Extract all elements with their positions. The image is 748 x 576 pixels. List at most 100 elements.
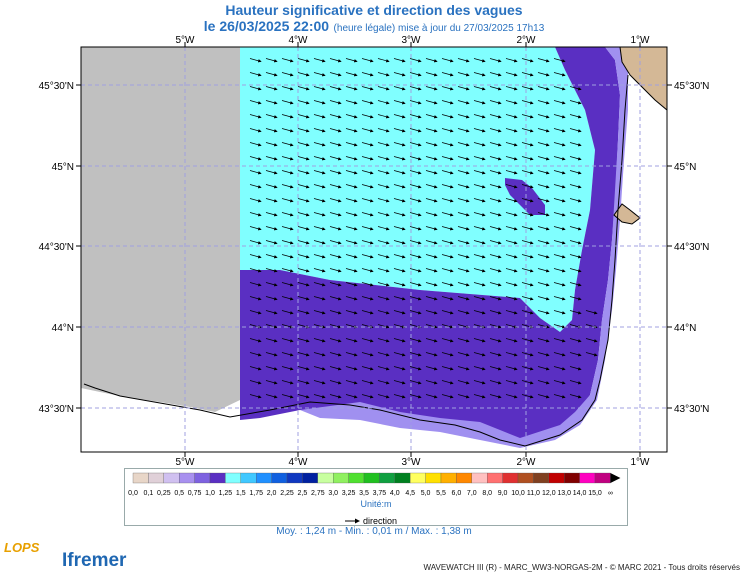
direction-arrow: [489, 100, 502, 105]
lops-logo: LOPS: [4, 540, 40, 555]
direction-arrow: [281, 170, 294, 175]
direction-arrow: [505, 282, 518, 287]
direction-arrow: [553, 394, 566, 399]
direction-arrow: [249, 380, 262, 385]
direction-arrow: [265, 128, 278, 133]
direction-arrow: [361, 282, 374, 287]
color-legend: 0,0 0,1 0,25 0,5 0,75 1,0 1,25 1,5 1,75 2,0 2,25 2,…: [124, 468, 628, 526]
direction-arrow: [345, 254, 358, 259]
direction-arrow: [489, 296, 502, 301]
legend-swatch: [533, 472, 549, 484]
legend-swatch: [348, 472, 365, 484]
direction-arrow: [537, 128, 550, 133]
direction-arrow: [505, 72, 518, 77]
lon-label-bottom: 4°W: [289, 457, 309, 468]
direction-arrow: [249, 198, 262, 203]
direction-arrow: [553, 142, 566, 147]
direction-arrow: [425, 380, 438, 385]
direction-arrow: [473, 86, 486, 91]
legend-tick-label: 4,5: [405, 490, 415, 497]
direction-arrow: [313, 338, 326, 343]
direction-arrow: [425, 226, 438, 231]
direction-arrow: [473, 114, 486, 119]
direction-arrow: [569, 198, 582, 203]
direction-arrow: [537, 352, 550, 357]
direction-arrow: [249, 282, 262, 287]
direction-arrow: [377, 240, 390, 245]
direction-arrow: [249, 142, 262, 147]
direction-arrow: [537, 296, 550, 301]
direction-arrow: [505, 394, 518, 399]
direction-arrow: [409, 352, 422, 357]
legend-tick-label: 1,75: [249, 490, 263, 497]
direction-arrow: [553, 128, 566, 133]
direction-arrow: [329, 170, 342, 175]
direction-arrow: [345, 310, 358, 315]
direction-arrow: [553, 324, 566, 329]
direction-arrow: [521, 198, 534, 203]
direction-arrow: [425, 282, 438, 287]
direction-arrow: [265, 380, 278, 385]
direction-arrow: [393, 254, 406, 259]
direction-arrow: [281, 380, 294, 385]
direction-arrow: [569, 352, 582, 357]
direction-arrow: [393, 268, 406, 273]
legend-swatch: [271, 472, 288, 484]
direction-arrow: [489, 338, 502, 343]
direction-arrow: [393, 366, 406, 371]
direction-arrow: [377, 324, 390, 329]
direction-arrow: [425, 114, 438, 119]
legend-tick-label: 2,5: [298, 490, 308, 497]
direction-arrow: [489, 58, 502, 63]
legend-swatch: [379, 472, 395, 484]
direction-arrow: [569, 338, 582, 343]
direction-arrow: [457, 380, 470, 385]
direction-arrow: [345, 268, 358, 273]
direction-arrow: [489, 240, 502, 245]
direction-arrow: [329, 100, 342, 105]
direction-arrow: [313, 128, 326, 133]
direction-arrow: [521, 366, 534, 371]
direction-arrow: [265, 184, 278, 189]
direction-arrow: [265, 142, 278, 147]
direction-arrow: [473, 170, 486, 175]
direction-arrow: [265, 296, 278, 301]
legend-swatch: [410, 472, 426, 484]
direction-arrow: [377, 170, 390, 175]
direction-arrow: [569, 142, 582, 147]
direction-arrow: [281, 156, 294, 161]
direction-arrow: [377, 212, 390, 217]
map-subtitle: le 26/03/2025 22:00 (heure légale) mise …: [0, 18, 748, 36]
direction-arrow: [345, 282, 358, 287]
direction-arrow: [265, 114, 278, 119]
direction-arrow: [281, 184, 294, 189]
direction-arrow: [297, 156, 310, 161]
direction-arrow: [425, 338, 438, 343]
direction-arrow: [521, 128, 534, 133]
direction-arrow: [329, 240, 342, 245]
legend-swatch: [548, 472, 565, 484]
direction-arrow: [489, 352, 502, 357]
direction-arrow: [345, 128, 358, 133]
legend-swatch: [317, 472, 334, 484]
direction-arrow: [409, 128, 422, 133]
legend-tick-label: 13,0: [557, 490, 571, 497]
direction-arrow: [361, 198, 374, 203]
direction-arrow: [569, 226, 582, 231]
direction-arrow: [377, 338, 390, 343]
direction-arrow: [393, 282, 406, 287]
lat-label-left: 43°30'N: [39, 404, 74, 415]
legend-tick-label: 2,25: [280, 490, 294, 497]
lat-label-left: 44°30'N: [39, 242, 74, 253]
legend-swatch: [564, 472, 580, 484]
legend-swatch: [487, 472, 503, 484]
direction-arrow: [441, 282, 454, 287]
direction-arrow: [313, 310, 326, 315]
direction-arrow: [441, 268, 454, 273]
direction-arrow: [249, 394, 262, 399]
direction-arrow: [361, 156, 374, 161]
direction-arrow: [393, 296, 406, 301]
direction-arrow: [489, 114, 502, 119]
direction-arrow: [249, 338, 262, 343]
